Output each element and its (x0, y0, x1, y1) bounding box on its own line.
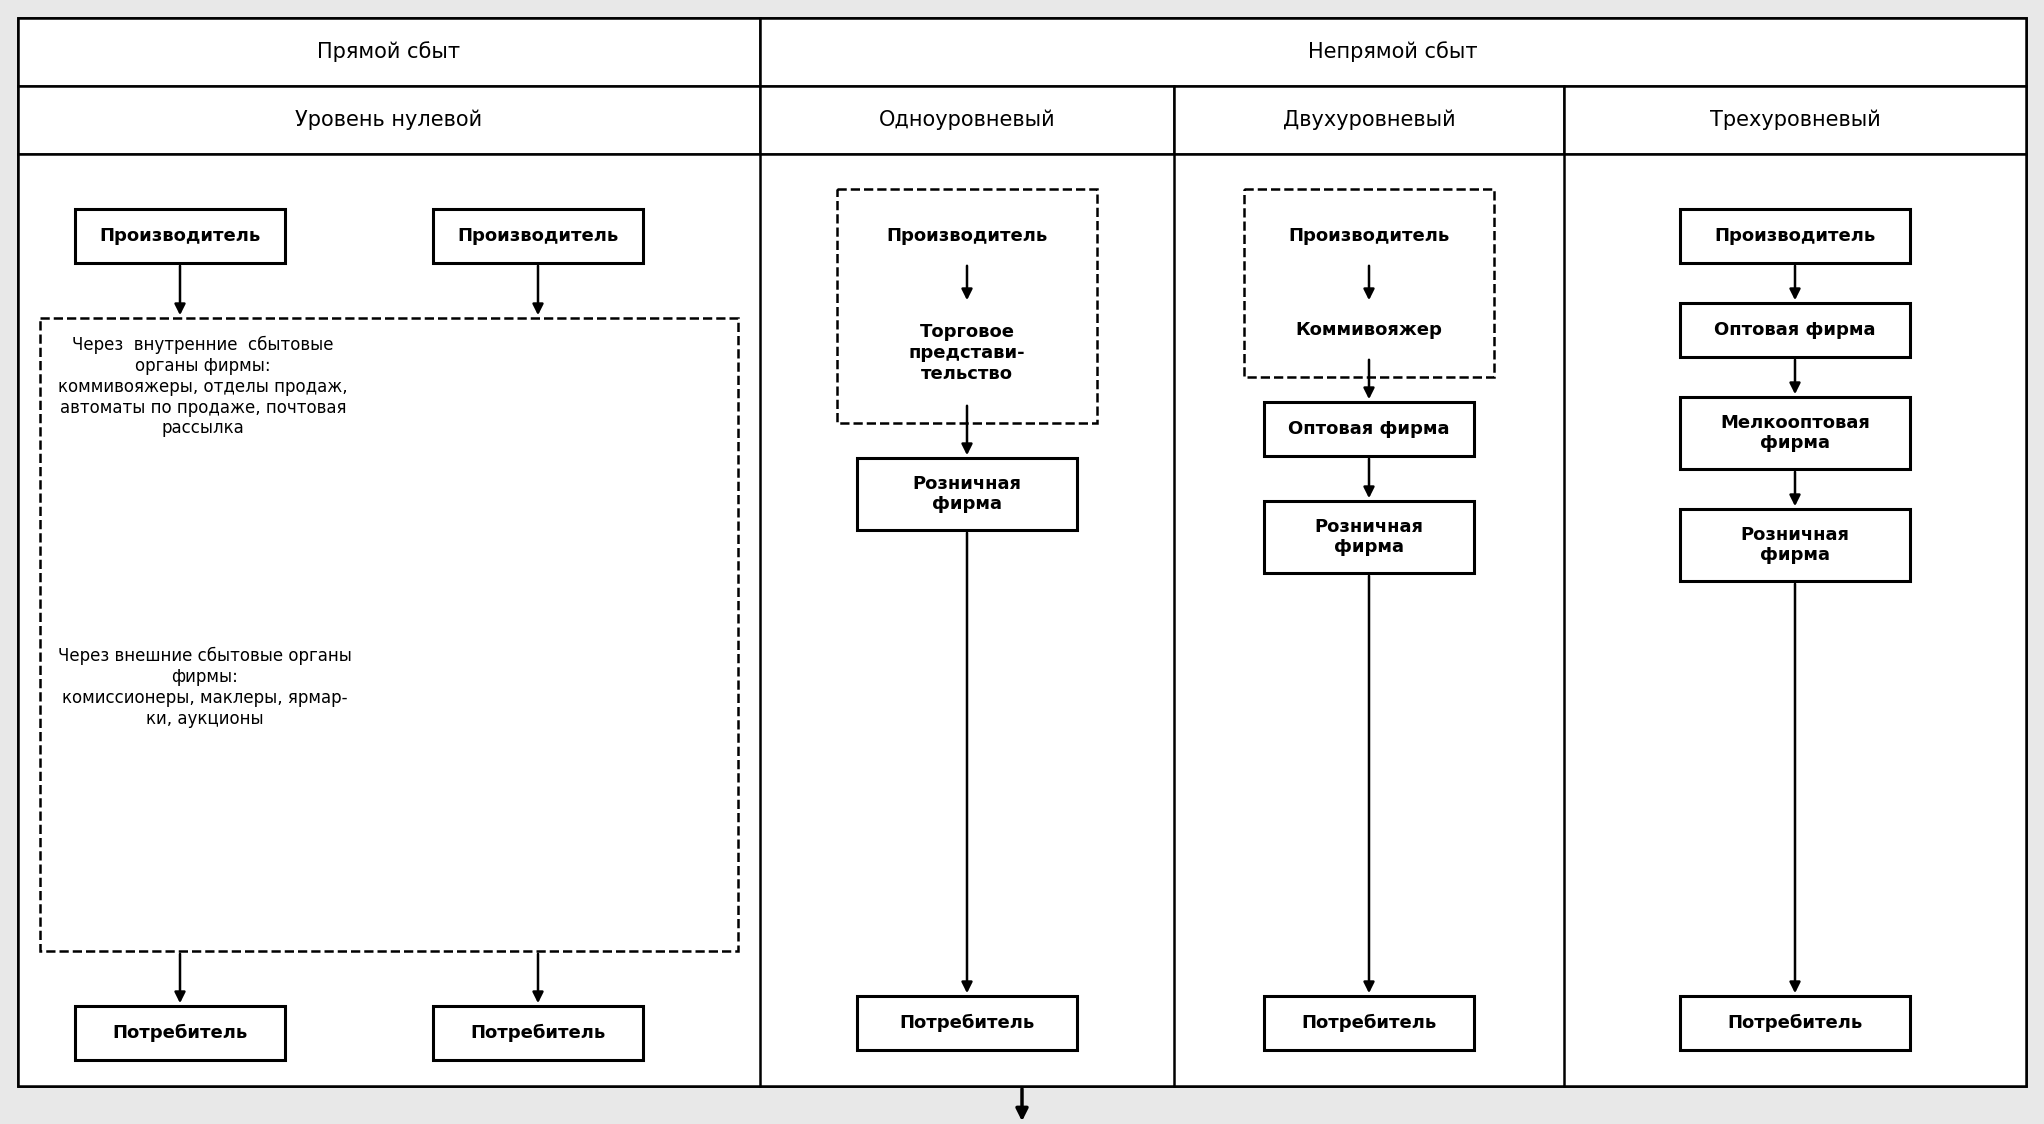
Bar (1173, 87, 1564, 154)
Bar (18, 154, 2026, 1086)
Text: Производитель: Производитель (458, 227, 619, 245)
Bar (760, 18, 2026, 87)
Text: Мелкооптовая
фирма: Мелкооптовая фирма (1721, 414, 1870, 452)
Bar (760, 87, 1173, 154)
Text: Одноуровневый: Одноуровневый (879, 110, 1055, 130)
Text: Потребитель: Потребитель (899, 1014, 1034, 1032)
Text: Потребитель: Потребитель (1727, 1014, 1862, 1032)
Bar (1263, 209, 1474, 263)
Bar (41, 318, 738, 951)
Bar (856, 209, 1077, 263)
Bar (433, 209, 644, 263)
Text: Непрямой сбыт: Непрямой сбыт (1308, 42, 1478, 63)
Text: Двухуровневый: Двухуровневый (1284, 110, 1455, 130)
Bar (1680, 397, 1909, 469)
Text: Оптовая фирма: Оптовая фирма (1288, 420, 1449, 438)
Text: Потребитель: Потребитель (1302, 1014, 1437, 1032)
Text: Прямой сбыт: Прямой сбыт (317, 42, 460, 63)
Text: Производитель: Производитель (1715, 227, 1876, 245)
Text: Производитель: Производитель (1288, 227, 1449, 245)
Bar (1680, 303, 1909, 357)
Bar (1263, 402, 1474, 456)
Text: Производитель: Производитель (887, 227, 1049, 245)
Bar (1263, 996, 1474, 1050)
Text: Производитель: Производитель (100, 227, 262, 245)
Text: Потребитель: Потребитель (112, 1024, 247, 1042)
Bar (836, 189, 1098, 423)
Bar (1680, 996, 1909, 1050)
Text: Уровень нулевой: Уровень нулевой (296, 110, 482, 130)
Bar (18, 18, 760, 87)
Text: Розничная
фирма: Розничная фирма (912, 474, 1022, 514)
Text: Через внешние сбытовые органы
фирмы:
комиссионеры, маклеры, ярмар-
ки, аукционы: Через внешние сбытовые органы фирмы: ком… (57, 647, 352, 728)
Bar (856, 303, 1077, 404)
Bar (856, 996, 1077, 1050)
Bar (18, 87, 760, 154)
Bar (1263, 303, 1474, 357)
Bar (433, 1006, 644, 1060)
Text: Коммивояжер: Коммивояжер (1296, 321, 1443, 339)
Text: Розничная
фирма: Розничная фирма (1741, 526, 1850, 564)
Text: Трехуровневый: Трехуровневый (1709, 110, 1880, 130)
Bar (1245, 189, 1494, 377)
Text: Торговое
представи-
тельство: Торговое представи- тельство (910, 324, 1026, 383)
Bar (1564, 87, 2026, 154)
Bar (856, 457, 1077, 531)
Bar (76, 1006, 284, 1060)
Text: Потребитель: Потребитель (470, 1024, 605, 1042)
Bar (1263, 501, 1474, 573)
Bar (76, 209, 284, 263)
Text: Розничная
фирма: Розничная фирма (1314, 517, 1423, 556)
Bar (1680, 509, 1909, 581)
Text: Оптовая фирма: Оптовая фирма (1715, 321, 1876, 339)
Text: Через  внутренние  сбытовые
органы фирмы:
коммивояжеры, отделы продаж,
автоматы : Через внутренние сбытовые органы фирмы: … (57, 336, 347, 437)
Bar (1680, 209, 1909, 263)
